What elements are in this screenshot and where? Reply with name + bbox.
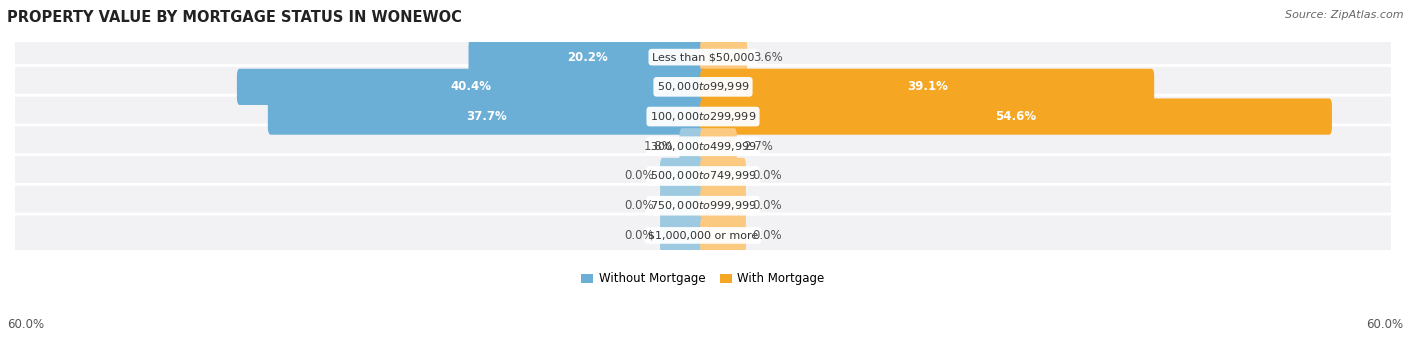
FancyBboxPatch shape bbox=[700, 158, 747, 194]
Text: 0.0%: 0.0% bbox=[624, 199, 654, 212]
Text: 60.0%: 60.0% bbox=[1367, 318, 1403, 331]
Text: 0.0%: 0.0% bbox=[624, 229, 654, 242]
Text: Less than $50,000: Less than $50,000 bbox=[652, 52, 754, 62]
Text: 37.7%: 37.7% bbox=[467, 110, 508, 123]
FancyBboxPatch shape bbox=[11, 65, 1395, 108]
Text: 2.7%: 2.7% bbox=[744, 140, 773, 153]
FancyBboxPatch shape bbox=[236, 69, 706, 105]
Text: $100,000 to $299,999: $100,000 to $299,999 bbox=[650, 110, 756, 123]
FancyBboxPatch shape bbox=[11, 36, 1395, 78]
Text: $500,000 to $749,999: $500,000 to $749,999 bbox=[650, 169, 756, 182]
Text: PROPERTY VALUE BY MORTGAGE STATUS IN WONEWOC: PROPERTY VALUE BY MORTGAGE STATUS IN WON… bbox=[7, 10, 463, 25]
FancyBboxPatch shape bbox=[11, 125, 1395, 168]
FancyBboxPatch shape bbox=[659, 158, 706, 194]
FancyBboxPatch shape bbox=[679, 128, 706, 164]
FancyBboxPatch shape bbox=[700, 39, 747, 75]
FancyBboxPatch shape bbox=[468, 39, 706, 75]
FancyBboxPatch shape bbox=[659, 188, 706, 224]
Text: $300,000 to $499,999: $300,000 to $499,999 bbox=[650, 140, 756, 153]
Text: $1,000,000 or more: $1,000,000 or more bbox=[648, 231, 758, 240]
FancyBboxPatch shape bbox=[700, 69, 1154, 105]
Text: 0.0%: 0.0% bbox=[624, 169, 654, 182]
FancyBboxPatch shape bbox=[700, 188, 747, 224]
Text: 39.1%: 39.1% bbox=[907, 80, 948, 93]
Text: 3.6%: 3.6% bbox=[754, 50, 783, 64]
Text: 0.0%: 0.0% bbox=[752, 229, 782, 242]
Text: Source: ZipAtlas.com: Source: ZipAtlas.com bbox=[1285, 10, 1403, 20]
Text: 0.0%: 0.0% bbox=[752, 199, 782, 212]
Text: 0.0%: 0.0% bbox=[752, 169, 782, 182]
Text: 60.0%: 60.0% bbox=[7, 318, 44, 331]
Text: 20.2%: 20.2% bbox=[567, 50, 607, 64]
Text: 54.6%: 54.6% bbox=[995, 110, 1036, 123]
Text: 1.8%: 1.8% bbox=[644, 140, 673, 153]
FancyBboxPatch shape bbox=[11, 214, 1395, 257]
FancyBboxPatch shape bbox=[700, 99, 1331, 135]
FancyBboxPatch shape bbox=[11, 184, 1395, 227]
Text: 40.4%: 40.4% bbox=[451, 80, 492, 93]
Legend: Without Mortgage, With Mortgage: Without Mortgage, With Mortgage bbox=[576, 268, 830, 290]
FancyBboxPatch shape bbox=[659, 217, 706, 254]
FancyBboxPatch shape bbox=[700, 217, 747, 254]
FancyBboxPatch shape bbox=[267, 99, 706, 135]
FancyBboxPatch shape bbox=[11, 95, 1395, 138]
FancyBboxPatch shape bbox=[11, 154, 1395, 197]
FancyBboxPatch shape bbox=[700, 128, 737, 164]
Text: $50,000 to $99,999: $50,000 to $99,999 bbox=[657, 80, 749, 93]
Text: $750,000 to $999,999: $750,000 to $999,999 bbox=[650, 199, 756, 212]
